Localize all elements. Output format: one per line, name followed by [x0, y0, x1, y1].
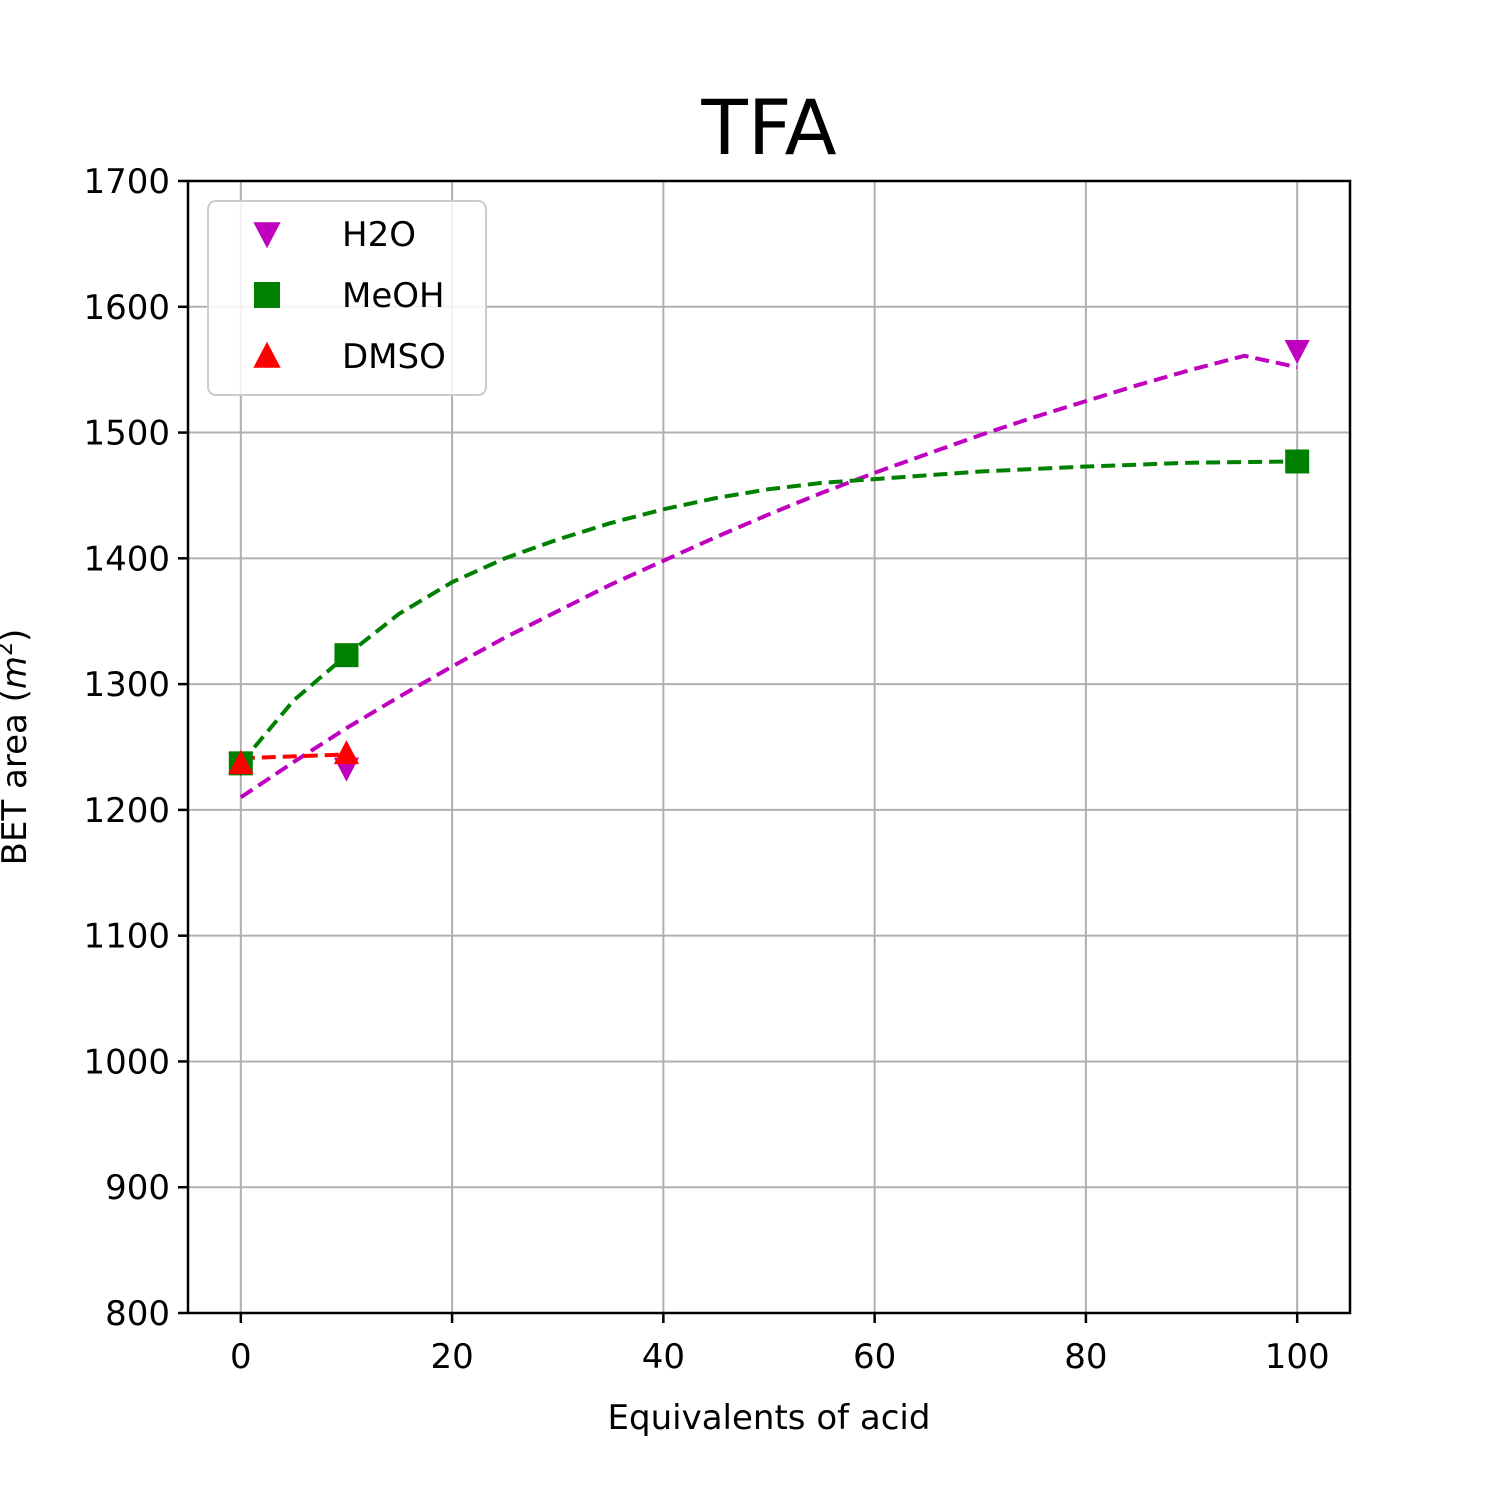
x-tick-label: 0: [230, 1337, 252, 1377]
axis-ticks: 0 20 40 60 80 100 800 900 1000 1100 1200 1300 1400 15…: [83, 162, 1329, 1377]
x-tick-label: 80: [1064, 1337, 1107, 1377]
x-tick-label: 100: [1265, 1337, 1330, 1377]
fit-lines: [239, 353, 1298, 799]
y-tick-label: 1200: [83, 791, 170, 831]
legend-marker-dmso: [253, 341, 281, 368]
y-axis-label-sup: 2: [0, 642, 18, 656]
y-tick-label: 1400: [83, 539, 170, 579]
legend-label-dmso: DMSO: [342, 337, 446, 377]
legend-marker-h2o: [253, 222, 281, 249]
legend-marker-meoh: [254, 282, 280, 308]
point-meoh: [1285, 449, 1310, 474]
y-axis-label-var: m: [0, 656, 35, 689]
x-tick-label: 40: [642, 1337, 685, 1377]
grid: [188, 180, 1350, 1314]
y-axis-label: BET area (m2): [0, 629, 35, 866]
fit-line-meoh: [239, 459, 1298, 765]
point-h2o: [1284, 340, 1310, 364]
chart-title: TFA: [700, 83, 836, 172]
fit-line-h2o: [239, 353, 1298, 799]
x-tick-label: 20: [430, 1337, 473, 1377]
y-tick-label: 1500: [83, 414, 170, 454]
point-dmso: [228, 750, 254, 775]
fit-line-dmso: [240, 752, 347, 761]
y-tick-label: 1600: [83, 288, 170, 328]
data-markers: [228, 340, 1310, 782]
x-axis-label: Equivalents of acid: [608, 1398, 931, 1438]
y-tick-label: 1100: [83, 917, 170, 957]
y-tick-label: 1300: [83, 665, 170, 705]
legend-label-h2o: H2O: [342, 215, 416, 255]
plot-frame: [186, 179, 1352, 1315]
y-tick-label: 900: [105, 1168, 170, 1208]
point-meoh: [334, 643, 359, 668]
point-dmso: [333, 740, 360, 765]
y-axis-label-text: BET area (: [0, 689, 35, 865]
y-tick-label: 800: [105, 1294, 170, 1334]
y-tick-label: 1000: [83, 1042, 170, 1082]
y-tick-label: 1700: [83, 162, 170, 202]
legend-box: [207, 200, 487, 396]
y-axis-label-close: ): [0, 629, 35, 642]
legend-label-meoh: MeOH: [342, 276, 445, 316]
legend: H2O MeOH DMSO: [207, 200, 487, 396]
x-tick-label: 60: [853, 1337, 896, 1377]
